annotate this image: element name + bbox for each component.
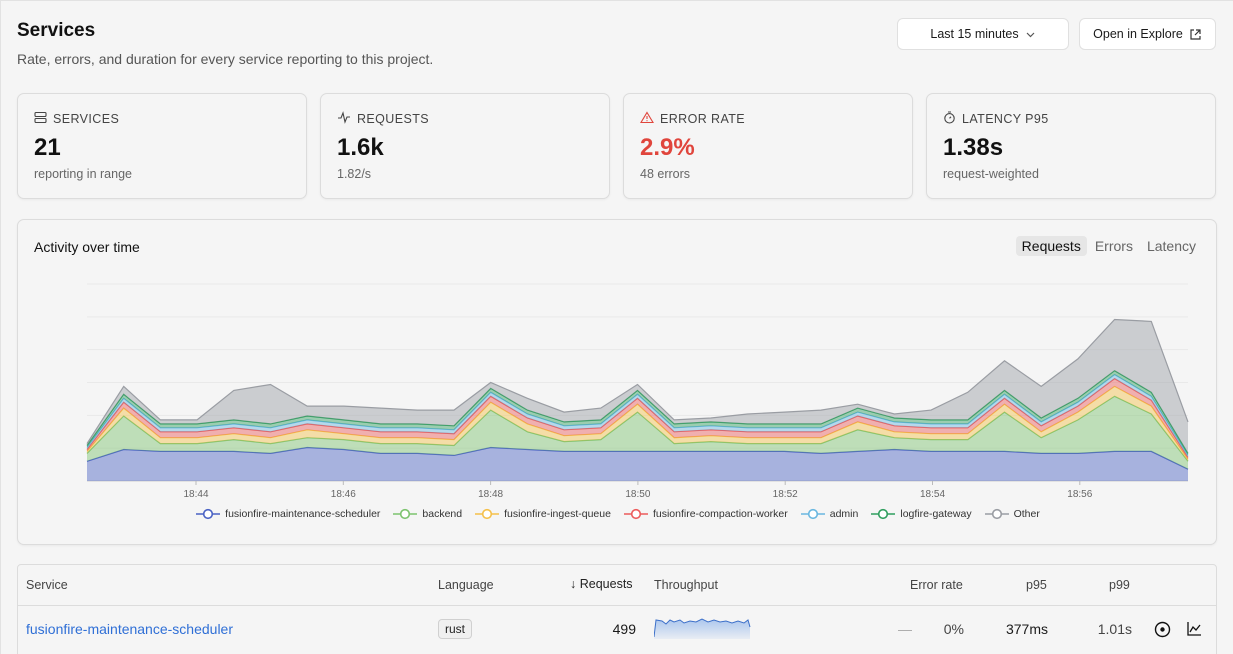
legend-swatch-icon (196, 508, 221, 520)
series-area-fusionfire-maintenance-scheduler (87, 447, 1188, 481)
legend-item[interactable]: fusionfire-compaction-worker (623, 508, 788, 520)
activity-chart-panel: Activity over time Requests Errors Laten… (17, 219, 1217, 545)
error-rate-value: 0% (943, 621, 964, 637)
stat-card-services: SERVICES 21 reporting in range (17, 93, 307, 199)
legend-item[interactable]: Other (984, 508, 1040, 520)
x-tick-label: 18:56 (1067, 489, 1092, 500)
legend-item[interactable]: logfire-gateway (871, 508, 972, 520)
series-line-Other (86, 318, 1189, 444)
legend-label: fusionfire-maintenance-scheduler (225, 508, 381, 520)
stat-subtext: reporting in range (34, 167, 132, 181)
chart-title: Activity over time (34, 239, 140, 255)
table-header: Service Language ↓ Requests Throughput E… (18, 565, 1216, 606)
series-area-backend (87, 396, 1188, 470)
legend-label: fusionfire-compaction-worker (652, 508, 788, 520)
column-header-service[interactable]: Service (26, 578, 68, 592)
x-tick-label: 18:46 (331, 489, 356, 500)
stat-card-requests: REQUESTS 1.6k 1.82/s (320, 93, 610, 199)
legend-swatch-icon (475, 508, 500, 520)
legend-swatch-icon (984, 508, 1009, 520)
x-tick-label: 18:50 (625, 489, 650, 500)
series-line-fusionfire-compaction-worker (86, 377, 1189, 458)
requests-value: 499 (612, 621, 636, 637)
series-line-fusionfire-maintenance-scheduler (86, 446, 1189, 470)
x-tick-label: 18:54 (920, 489, 945, 500)
sort-down-icon: ↓ (570, 577, 577, 591)
column-header-throughput[interactable]: Throughput (654, 578, 718, 592)
legend-item[interactable]: fusionfire-ingest-queue (475, 508, 611, 520)
legend-item[interactable]: fusionfire-maintenance-scheduler (196, 508, 380, 520)
time-range-select[interactable]: Last 15 minutes (897, 18, 1069, 50)
open-in-explore-button[interactable]: Open in Explore (1079, 18, 1216, 50)
stat-card-latency: LATENCY P95 1.38s request-weighted (926, 93, 1216, 199)
series-line-logfire-gateway (86, 369, 1189, 454)
legend-label: admin (829, 508, 859, 520)
legend-label: backend (422, 508, 463, 520)
series-line-fusionfire-ingest-queue (86, 385, 1189, 460)
legend-label: Other (1013, 508, 1040, 520)
legend-swatch-icon (393, 508, 418, 520)
table-row[interactable]: fusionfire-maintenance-scheduler rust 49… (18, 607, 1216, 653)
line-chart-icon[interactable] (1186, 621, 1202, 640)
stat-subtext: request-weighted (943, 167, 1039, 181)
series-line-admin (86, 373, 1189, 456)
x-tick-label: 18:52 (773, 489, 798, 500)
legend-swatch-icon (623, 508, 648, 520)
p99-value: 1.01s (1097, 621, 1132, 637)
stat-value: 1.38s (943, 134, 1004, 161)
server-icon (34, 111, 47, 127)
column-header-requests[interactable]: ↓ Requests (570, 577, 633, 591)
column-header-p99[interactable]: p99 (1109, 578, 1130, 592)
x-tick-label: 18:44 (183, 489, 208, 500)
column-header-error-rate[interactable]: Error rate (910, 578, 963, 592)
legend-label: logfire-gateway (900, 508, 972, 520)
tab-errors[interactable]: Errors (1094, 238, 1133, 254)
stat-label: REQUESTS (357, 112, 429, 126)
stopwatch-icon (943, 111, 956, 127)
legend-swatch-icon (800, 508, 825, 520)
alert-triangle-icon (640, 111, 654, 127)
tab-latency[interactable]: Latency (1146, 238, 1196, 254)
page-title: Services (17, 20, 96, 41)
series-area-Other (87, 319, 1188, 454)
chevron-down-icon (1025, 29, 1036, 40)
series-line-backend (86, 395, 1189, 462)
stat-card-error-rate: ERROR RATE 2.9% 48 errors (623, 93, 913, 199)
services-table: Service Language ↓ Requests Throughput E… (17, 564, 1217, 654)
chart-tabs: Requests Errors Latency (1015, 236, 1202, 256)
stat-subtext: 1.82/s (337, 167, 372, 181)
activity-area-chart: 18:44 18:46 18:48 18:50 18:52 18:54 18:56 (86, 283, 1189, 500)
page-subtitle: Rate, errors, and duration for every ser… (17, 51, 434, 67)
activity-icon (337, 111, 351, 127)
legend-swatch-icon (871, 508, 896, 520)
stat-value: 2.9% (640, 134, 695, 161)
language-badge: rust (438, 619, 473, 639)
error-dash: — (898, 621, 912, 637)
external-link-icon (1189, 28, 1202, 41)
stat-label: ERROR RATE (660, 112, 746, 126)
x-tick-label: 18:48 (478, 489, 503, 500)
legend-item[interactable]: backend (393, 508, 462, 520)
chart-legend: fusionfire-maintenance-scheduler backend f… (18, 508, 1218, 520)
open-in-explore-label: Open in Explore (1093, 27, 1183, 41)
legend-item[interactable]: admin (800, 508, 859, 520)
column-header-language[interactable]: Language (438, 578, 494, 592)
p95-value: 377ms (1005, 621, 1048, 637)
column-header-p95[interactable]: p95 (1026, 578, 1047, 592)
stat-value: 21 (34, 134, 61, 161)
stat-value: 1.6k (337, 134, 384, 161)
tab-requests[interactable]: Requests (1015, 236, 1087, 256)
stat-label: SERVICES (53, 112, 120, 126)
throughput-sparkline (653, 615, 752, 642)
stat-label: LATENCY P95 (962, 112, 1049, 126)
target-icon[interactable] (1154, 621, 1171, 641)
legend-label: fusionfire-ingest-queue (504, 508, 611, 520)
service-name-link[interactable]: fusionfire-maintenance-scheduler (26, 621, 233, 637)
stat-subtext: 48 errors (640, 167, 691, 181)
time-range-label: Last 15 minutes (930, 27, 1019, 41)
